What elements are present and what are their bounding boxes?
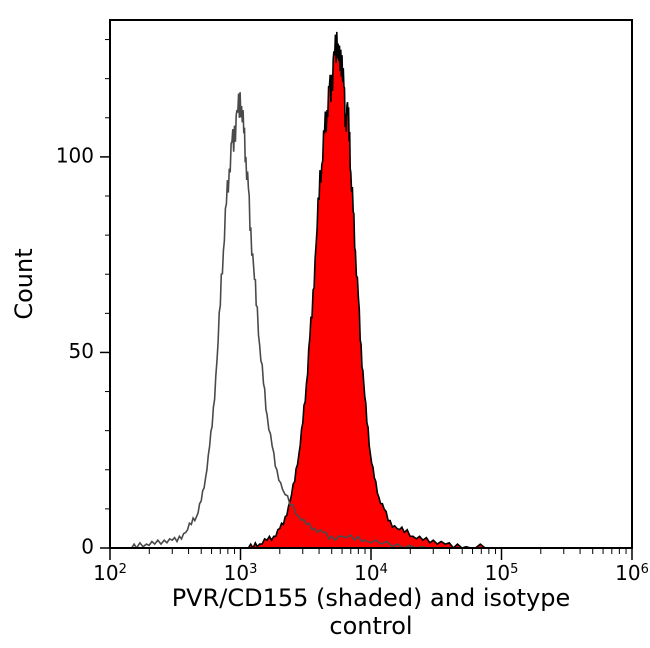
x-axis-label-line2: control [329,612,412,640]
chart-container: 050100Count102103104105106PVR/CD155 (sha… [0,0,650,648]
y-tick-label: 100 [56,143,94,167]
y-tick-label: 50 [69,339,94,363]
x-axis-label-line1: PVR/CD155 (shaded) and isotype [172,584,571,612]
y-axis-label: Count [10,248,38,319]
histogram-chart: 050100Count102103104105106PVR/CD155 (sha… [0,0,650,648]
y-tick-label: 0 [81,535,94,559]
